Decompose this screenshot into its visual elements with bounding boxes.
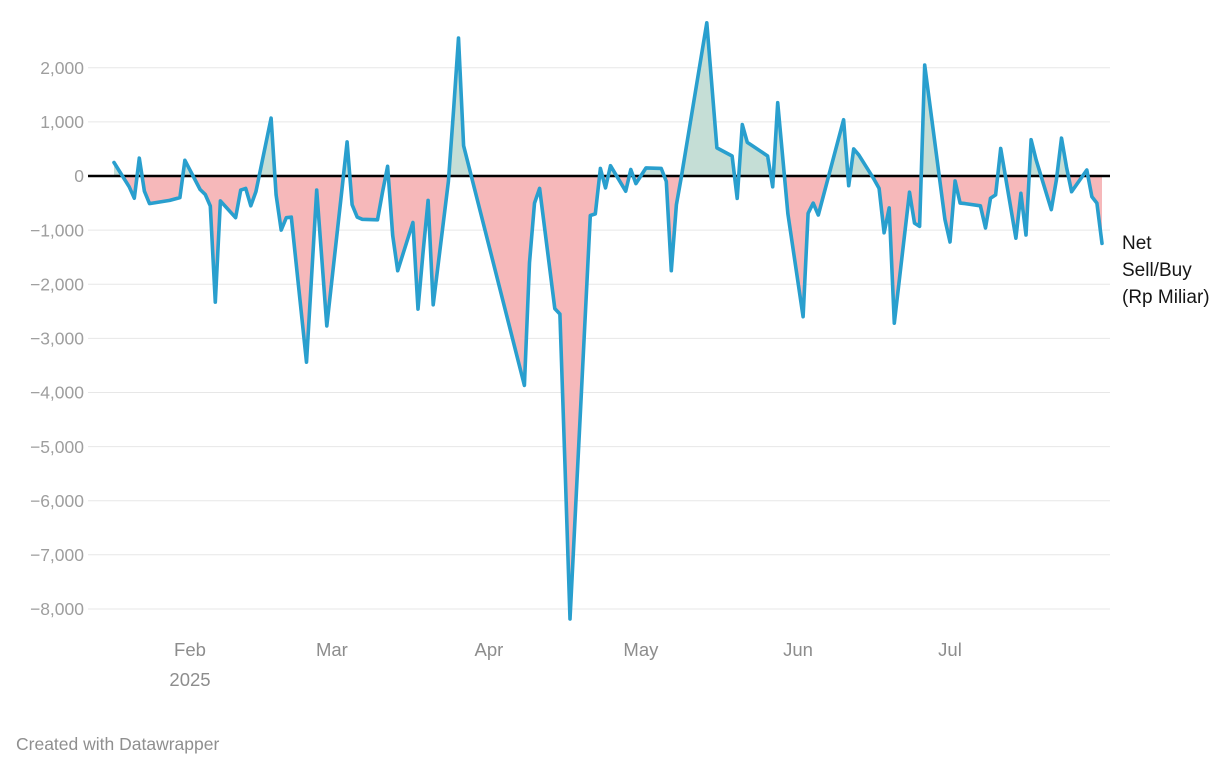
y-tick-label: −3,000: [30, 329, 84, 349]
y-tick-label: −2,000: [30, 274, 84, 294]
y-tick-label: −4,000: [30, 383, 84, 403]
series-line: [112, 21, 1104, 621]
y-tick-label: −1,000: [30, 220, 84, 240]
positive-area-fill: [114, 22, 1102, 176]
y-tick-label: 2,000: [40, 58, 84, 78]
x-tick-label: May: [623, 639, 659, 660]
x-tick-label: Apr: [475, 639, 504, 660]
y-tick-label: 1,000: [40, 112, 84, 132]
y-tick-label: 0: [74, 166, 84, 186]
datawrapper-credit: Created with Datawrapper: [16, 734, 220, 754]
x-tick-label: Feb: [174, 639, 206, 660]
x-tick-year-label: 2025: [169, 669, 210, 690]
y-axis-unit-annotation: Net Sell/Buy (Rp Miliar): [1122, 233, 1210, 308]
x-tick-label: Jul: [938, 639, 962, 660]
negative-area-fill: [114, 176, 1102, 619]
x-tick-label: Jun: [783, 639, 813, 660]
y-tick-label: −8,000: [30, 599, 84, 619]
x-tick-label: Mar: [316, 639, 348, 660]
y-tick-label: −5,000: [30, 437, 84, 457]
y-tick-label: −7,000: [30, 545, 84, 565]
y-tick-label: −6,000: [30, 491, 84, 511]
